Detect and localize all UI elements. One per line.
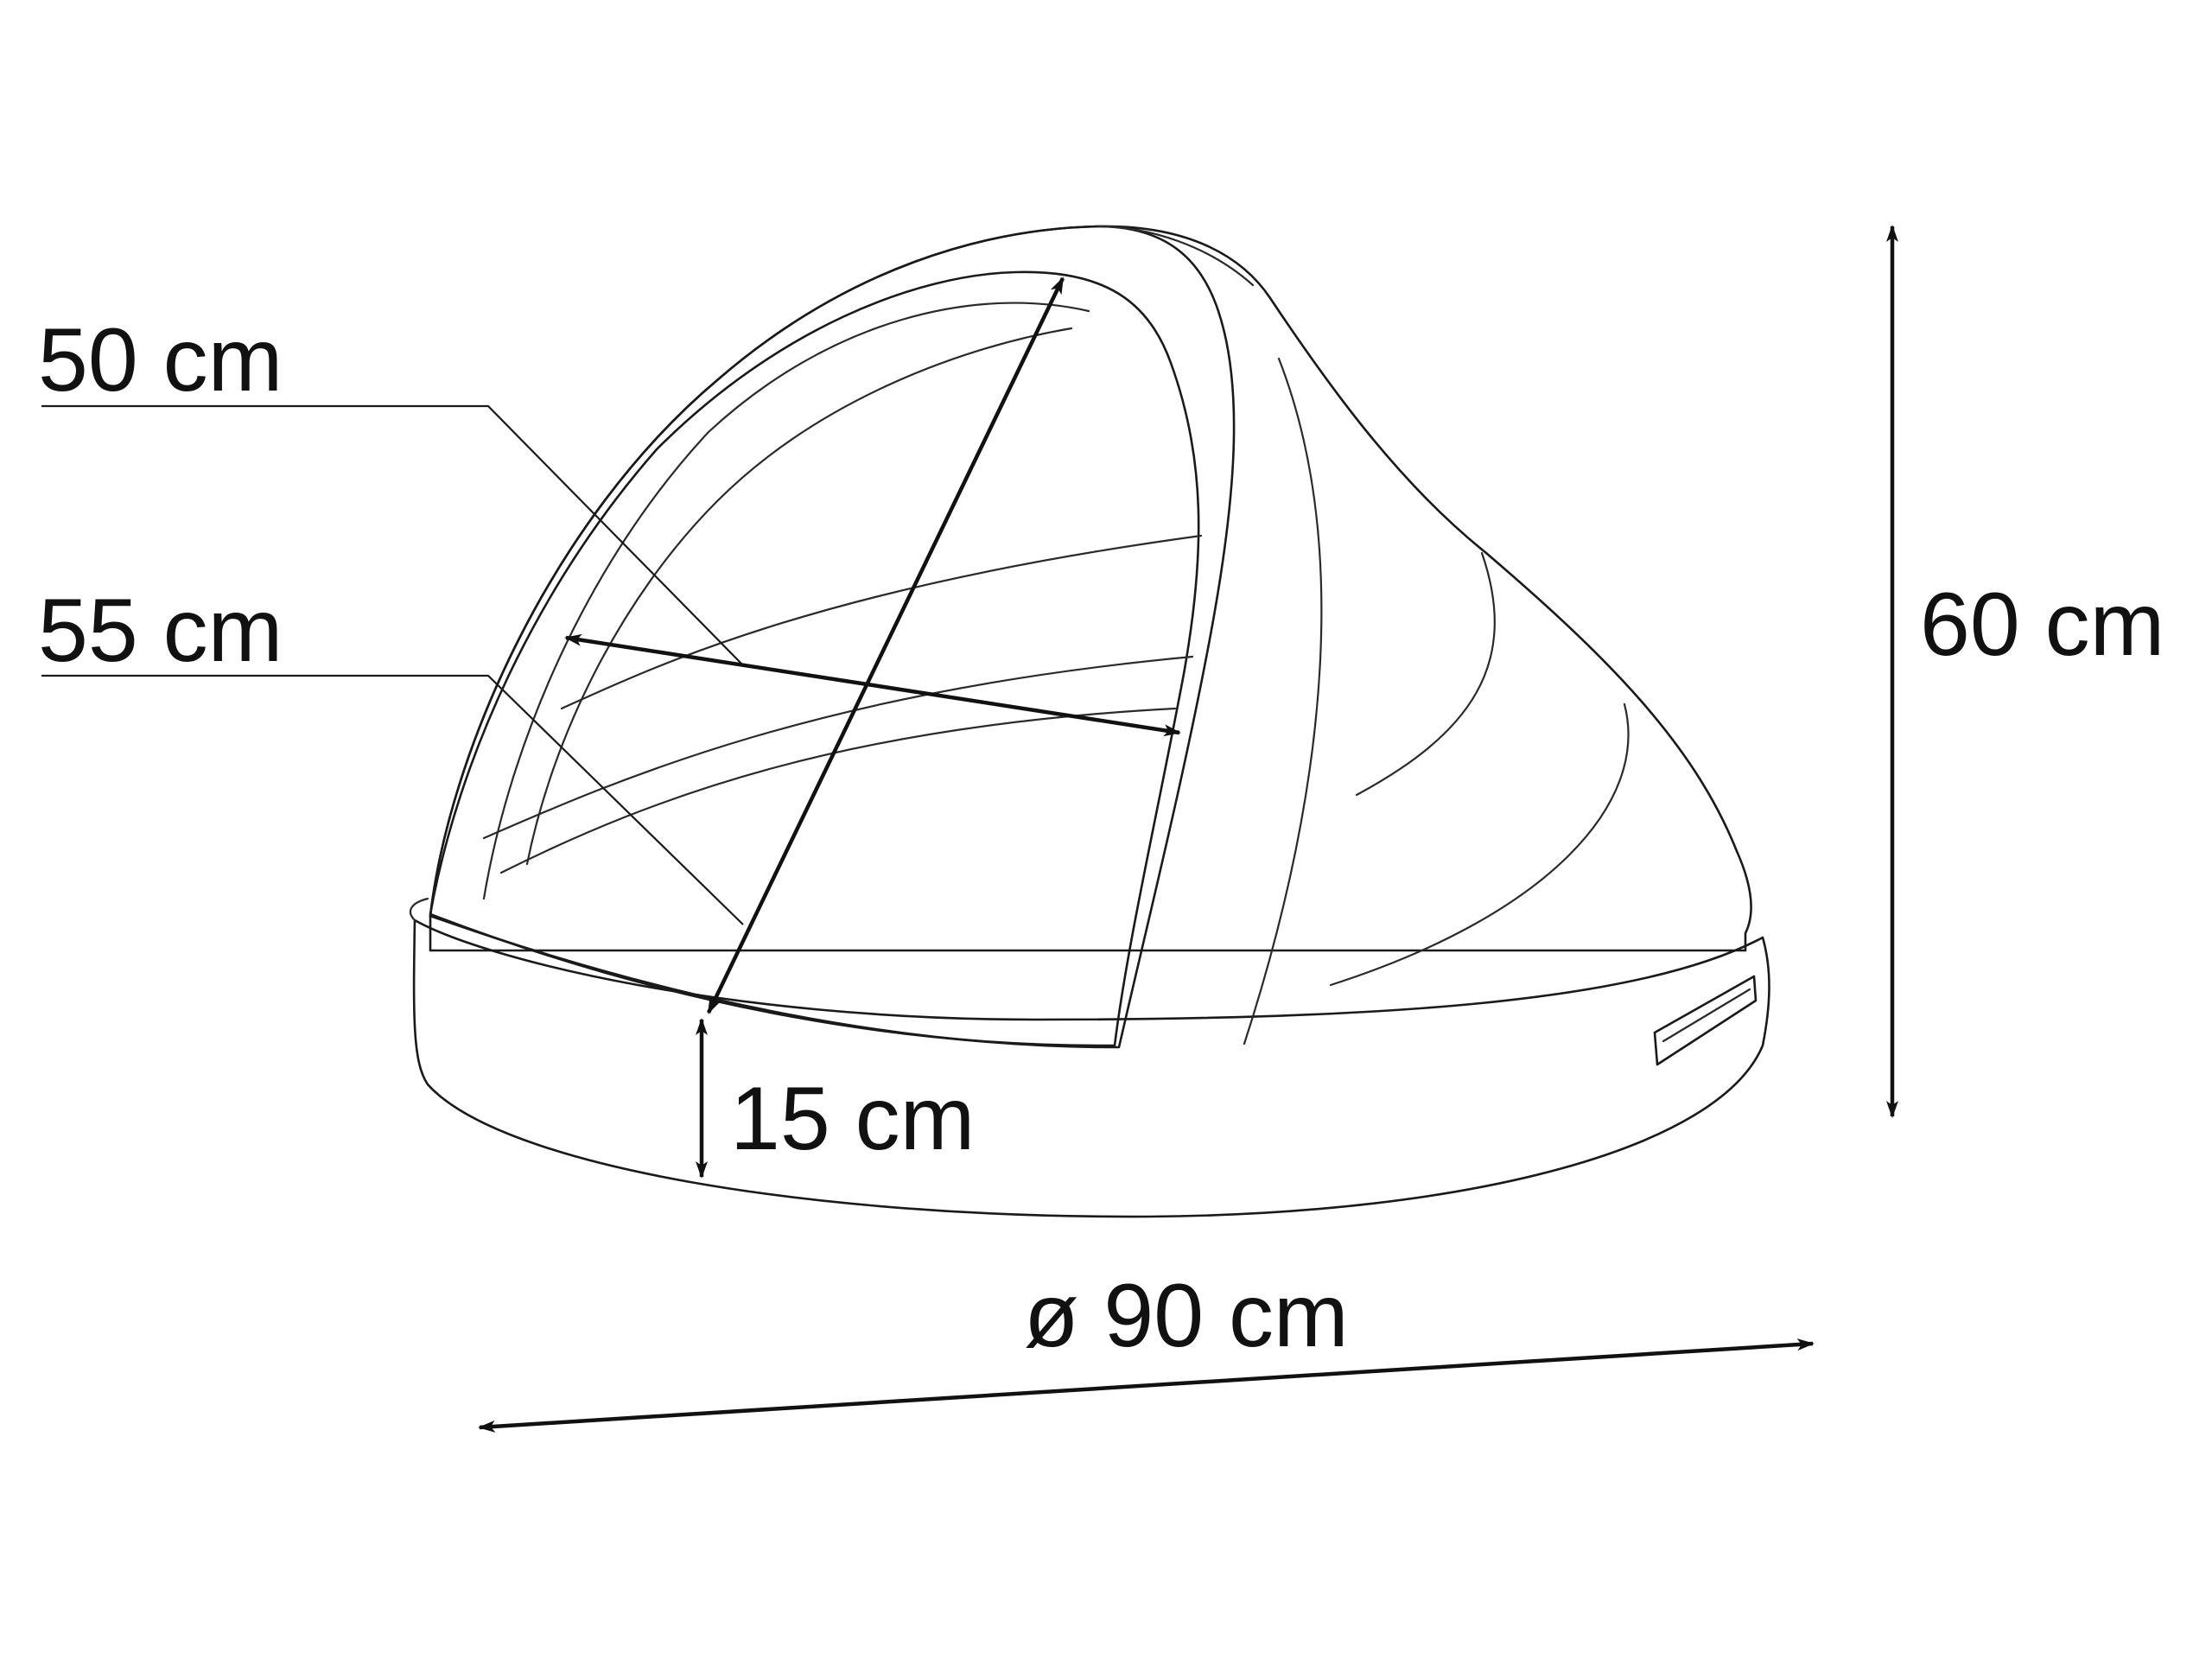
dimension-labels: 50 cm 55 cm 15 cm 60 cm ø 90 cm	[38, 310, 2164, 1366]
base-cushion	[412, 918, 1770, 1218]
label-diameter: ø 90 cm	[1024, 1266, 1349, 1366]
dimension-arrows	[478, 225, 1898, 1433]
label-base-height: 15 cm	[730, 1069, 975, 1169]
interior-opening	[429, 270, 1200, 1047]
pet-bed-illustration	[409, 225, 1770, 1218]
dome-seam-2	[1355, 551, 1496, 797]
leader-opening-width	[41, 674, 744, 925]
opening-rim	[429, 225, 1236, 1049]
inner-seam-2	[525, 327, 1073, 866]
dome-seam-1	[1243, 357, 1323, 1046]
dome-shell	[429, 225, 1752, 952]
label-opening-width: 55 cm	[38, 581, 283, 681]
inner-seam-1	[482, 302, 1090, 900]
inner-seam-3	[560, 534, 1203, 710]
arrow-opening-width-icon	[564, 633, 1181, 737]
dome-seam-3	[1329, 702, 1630, 987]
leader-lines	[41, 404, 744, 925]
arrow-diameter-icon	[478, 1338, 1815, 1433]
dome-seam-4	[1096, 225, 1255, 287]
base-rim-line	[409, 897, 429, 922]
label-total-height: 60 cm	[1920, 575, 2164, 675]
label-depth: 50 cm	[38, 310, 283, 410]
zipper-pocket	[1653, 975, 1758, 1066]
leader-depth	[41, 404, 744, 666]
zipper-line	[1662, 988, 1751, 1043]
inner-seam-5	[499, 707, 1177, 874]
